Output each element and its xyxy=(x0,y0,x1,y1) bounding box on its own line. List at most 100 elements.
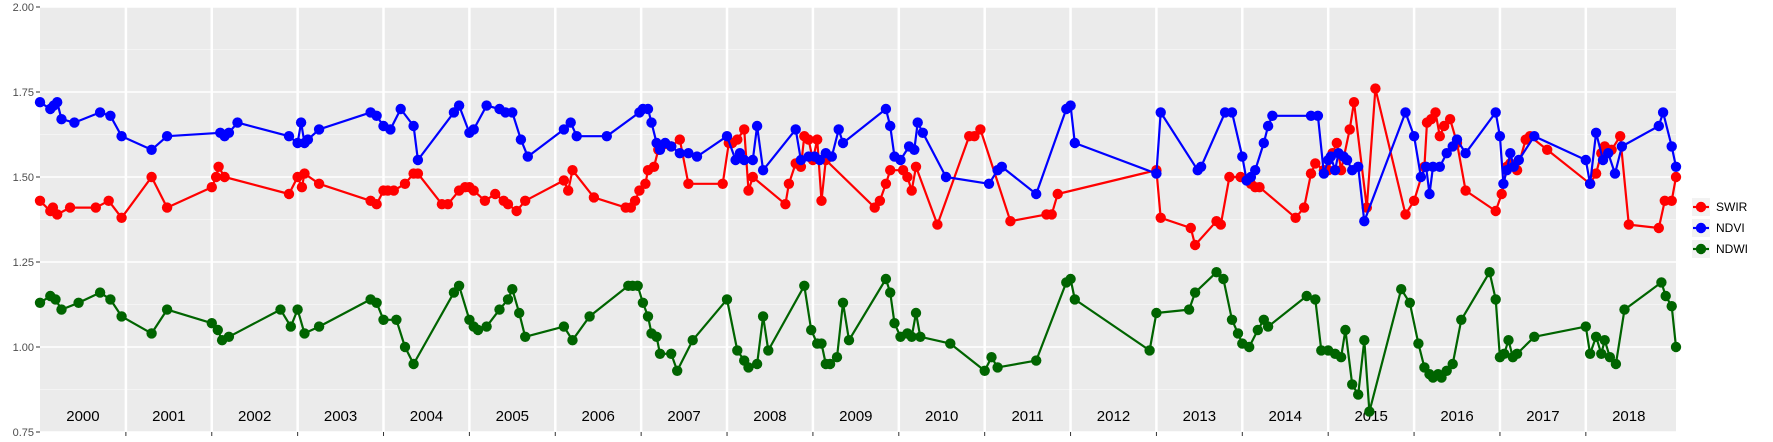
data-point xyxy=(757,311,769,322)
data-point xyxy=(520,331,531,342)
data-point xyxy=(1065,273,1076,285)
data-point xyxy=(1237,151,1248,162)
data-point xyxy=(206,182,217,193)
data-point xyxy=(408,120,419,132)
data-point xyxy=(1353,161,1364,172)
data-point xyxy=(843,335,855,346)
data-point xyxy=(1590,168,1602,179)
data-point xyxy=(1290,212,1301,223)
data-point xyxy=(1364,406,1375,417)
data-point xyxy=(1400,209,1411,220)
data-point xyxy=(558,124,570,135)
data-point xyxy=(654,348,666,359)
data-point xyxy=(522,151,533,162)
data-point xyxy=(94,287,106,298)
data-point xyxy=(1657,107,1669,118)
data-point xyxy=(223,127,235,138)
data-point xyxy=(986,352,997,363)
data-point xyxy=(646,117,657,128)
data-point xyxy=(146,171,157,183)
data-point xyxy=(313,178,325,189)
data-point xyxy=(1335,352,1347,363)
data-point xyxy=(1513,154,1525,166)
data-point xyxy=(885,287,896,298)
data-point xyxy=(1151,168,1162,179)
data-point xyxy=(1052,188,1063,200)
data-point xyxy=(69,117,80,128)
data-point xyxy=(1542,144,1553,155)
year-label: 2005 xyxy=(496,408,529,425)
data-point xyxy=(1254,182,1265,193)
data-point xyxy=(1370,83,1381,94)
data-point xyxy=(1298,202,1310,213)
data-point xyxy=(674,148,685,159)
data-point xyxy=(1441,365,1452,376)
data-point xyxy=(52,97,63,108)
data-point xyxy=(601,131,612,142)
data-point xyxy=(299,168,310,179)
data-point xyxy=(1603,148,1614,159)
data-point xyxy=(1529,331,1540,342)
data-point xyxy=(1226,314,1238,325)
data-point xyxy=(391,314,402,325)
data-point xyxy=(1604,352,1616,363)
data-point xyxy=(453,100,465,111)
data-point xyxy=(640,178,651,189)
data-point xyxy=(1144,345,1155,356)
legend: SWIR NDVI NDWI xyxy=(1692,198,1748,258)
year-label: 2017 xyxy=(1526,408,1559,425)
data-point xyxy=(1189,239,1201,251)
data-point xyxy=(558,321,570,332)
data-point xyxy=(514,307,525,319)
grid-lines xyxy=(40,6,1676,433)
data-point xyxy=(648,161,660,172)
data-point xyxy=(116,212,127,223)
data-point xyxy=(1660,290,1671,302)
data-point xyxy=(502,294,514,305)
data-point xyxy=(880,178,892,189)
data-point xyxy=(563,185,574,196)
data-point xyxy=(637,297,649,308)
data-point xyxy=(1499,348,1510,359)
data-point xyxy=(1490,107,1501,118)
data-point xyxy=(739,124,750,135)
series-layer xyxy=(34,83,1682,417)
data-point xyxy=(161,202,173,213)
data-point xyxy=(1623,219,1635,230)
data-point xyxy=(666,348,677,359)
data-point xyxy=(1151,307,1162,319)
data-point xyxy=(1666,195,1677,206)
data-point xyxy=(763,345,774,356)
data-point xyxy=(299,328,310,339)
legend-key-point xyxy=(1695,201,1707,213)
data-point xyxy=(1456,314,1467,325)
data-point xyxy=(1666,301,1677,312)
data-point xyxy=(909,144,920,155)
data-point xyxy=(1031,188,1042,200)
data-point xyxy=(515,134,527,145)
data-point xyxy=(1490,294,1501,305)
year-label: 2013 xyxy=(1183,408,1216,425)
year-label: 2001 xyxy=(152,408,185,425)
data-point xyxy=(442,199,454,210)
data-point xyxy=(1232,328,1244,339)
data-point xyxy=(816,338,827,349)
data-point xyxy=(732,134,743,145)
data-point xyxy=(481,100,492,111)
data-point xyxy=(803,134,814,145)
data-point xyxy=(296,182,308,193)
data-point xyxy=(1329,165,1341,176)
data-point xyxy=(1408,195,1420,206)
data-point xyxy=(1441,148,1452,159)
data-point xyxy=(721,131,733,142)
data-point xyxy=(1183,304,1195,315)
data-point xyxy=(1498,178,1509,189)
data-point xyxy=(1341,154,1353,166)
data-point xyxy=(1344,124,1355,135)
data-point xyxy=(412,168,424,179)
data-point xyxy=(743,362,754,373)
data-point xyxy=(1155,107,1166,118)
data-point xyxy=(511,205,522,217)
data-point xyxy=(1347,379,1358,390)
data-point xyxy=(1069,137,1081,149)
